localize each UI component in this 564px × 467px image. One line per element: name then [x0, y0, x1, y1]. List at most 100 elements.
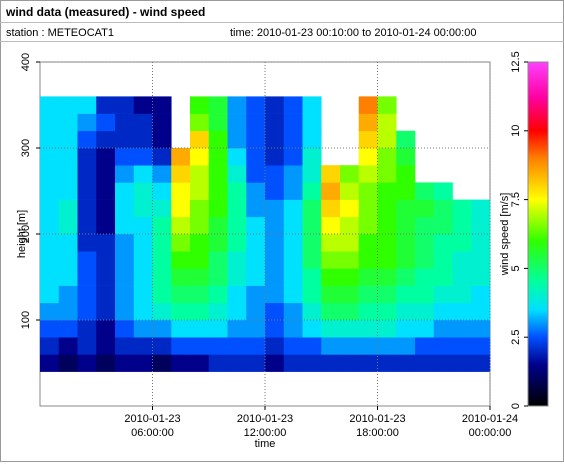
heat-cell: [115, 285, 135, 304]
heat-cell: [77, 320, 97, 338]
heat-cell: [96, 216, 116, 235]
heat-cell: [208, 165, 228, 183]
heat-cell: [396, 165, 416, 183]
heat-cell: [208, 268, 228, 286]
heat-cell: [471, 234, 491, 252]
heat-cell: [246, 234, 266, 252]
heat-cell: [283, 302, 303, 321]
heat-cell: [396, 268, 416, 286]
heat-cell: [40, 320, 60, 338]
heat-cell: [246, 320, 266, 338]
heat-cell: [171, 354, 191, 372]
heat-cell: [152, 216, 172, 235]
heat-cell: [265, 251, 285, 269]
heat-cell: [471, 354, 491, 372]
heat-cell: [77, 216, 97, 235]
heat-cell: [171, 182, 191, 200]
heat-cell: [152, 337, 172, 355]
heat-cell: [171, 234, 191, 252]
heat-cell: [396, 354, 416, 372]
heat-cell: [133, 251, 153, 269]
heat-cell: [171, 251, 191, 269]
heat-cell: [152, 96, 172, 114]
heat-cell: [96, 113, 116, 132]
heat-cell: [358, 251, 378, 269]
heat-cell: [96, 234, 116, 252]
heat-cell: [265, 285, 285, 304]
heat-cell: [246, 96, 266, 114]
heat-cell: [40, 337, 60, 355]
heat-cell: [283, 130, 303, 149]
heat-cell: [190, 302, 210, 321]
heat-cell: [358, 148, 378, 166]
heat-cell: [58, 182, 78, 200]
heat-cell: [471, 268, 491, 286]
heat-cell: [40, 354, 60, 372]
heat-cell: [133, 234, 153, 252]
heat-cell: [340, 320, 360, 338]
heat-cell: [358, 354, 378, 372]
heat-cell: [208, 182, 228, 200]
y-tick-label: 400: [20, 53, 32, 71]
heat-cell: [452, 251, 472, 269]
heat-cell: [58, 354, 78, 372]
heat-cell: [190, 113, 210, 132]
heat-cell: [227, 268, 247, 286]
heat-cell: [190, 234, 210, 252]
heat-cell: [190, 285, 210, 304]
heat-cell: [358, 113, 378, 132]
heat-cell: [77, 113, 97, 132]
heat-cell: [58, 251, 78, 269]
heat-cell: [396, 302, 416, 321]
heat-cell: [115, 234, 135, 252]
x-tick-label: 2010-01-23 12:00:00: [237, 413, 293, 439]
heat-cell: [77, 285, 97, 304]
heat-cell: [302, 182, 322, 200]
heat-cell: [396, 148, 416, 166]
heat-cell: [227, 182, 247, 200]
heat-cell: [227, 302, 247, 321]
heat-cell: [190, 251, 210, 269]
station-label: station : METEOCAT1: [6, 27, 114, 39]
heat-cell: [340, 268, 360, 286]
heat-cell: [77, 165, 97, 183]
heat-cell: [171, 320, 191, 338]
heat-cell: [415, 251, 435, 269]
heat-cell: [208, 148, 228, 166]
heat-cell: [96, 251, 116, 269]
heat-cell: [302, 285, 322, 304]
heat-cell: [246, 337, 266, 355]
heat-cell: [152, 320, 172, 338]
heat-cell: [58, 96, 78, 114]
heat-cell: [171, 285, 191, 304]
heat-cell: [377, 302, 397, 321]
heat-cell: [58, 337, 78, 355]
heat-cell: [40, 268, 60, 286]
heat-cell: [208, 302, 228, 321]
heat-cell: [265, 148, 285, 166]
heat-cell: [452, 216, 472, 235]
heat-cell: [377, 354, 397, 372]
colorbar-tick-label: 12.5: [510, 51, 522, 72]
heat-cell: [171, 148, 191, 166]
heat-cell: [377, 182, 397, 200]
heat-cell: [40, 285, 60, 304]
heat-cell: [171, 216, 191, 235]
heat-cell: [265, 130, 285, 149]
heat-cell: [415, 285, 435, 304]
heat-cell: [302, 96, 322, 114]
heat-cell: [302, 251, 322, 269]
heat-cell: [358, 130, 378, 149]
heat-cell: [58, 148, 78, 166]
heat-cell: [58, 285, 78, 304]
heat-cell: [433, 337, 453, 355]
heat-cell: [302, 337, 322, 355]
heat-cell: [377, 148, 397, 166]
heat-cell: [433, 251, 453, 269]
heat-cell: [358, 182, 378, 200]
heat-cell: [77, 199, 97, 218]
heat-cell: [96, 199, 116, 218]
heat-cell: [115, 337, 135, 355]
heat-cell: [77, 337, 97, 355]
heat-cell: [190, 337, 210, 355]
